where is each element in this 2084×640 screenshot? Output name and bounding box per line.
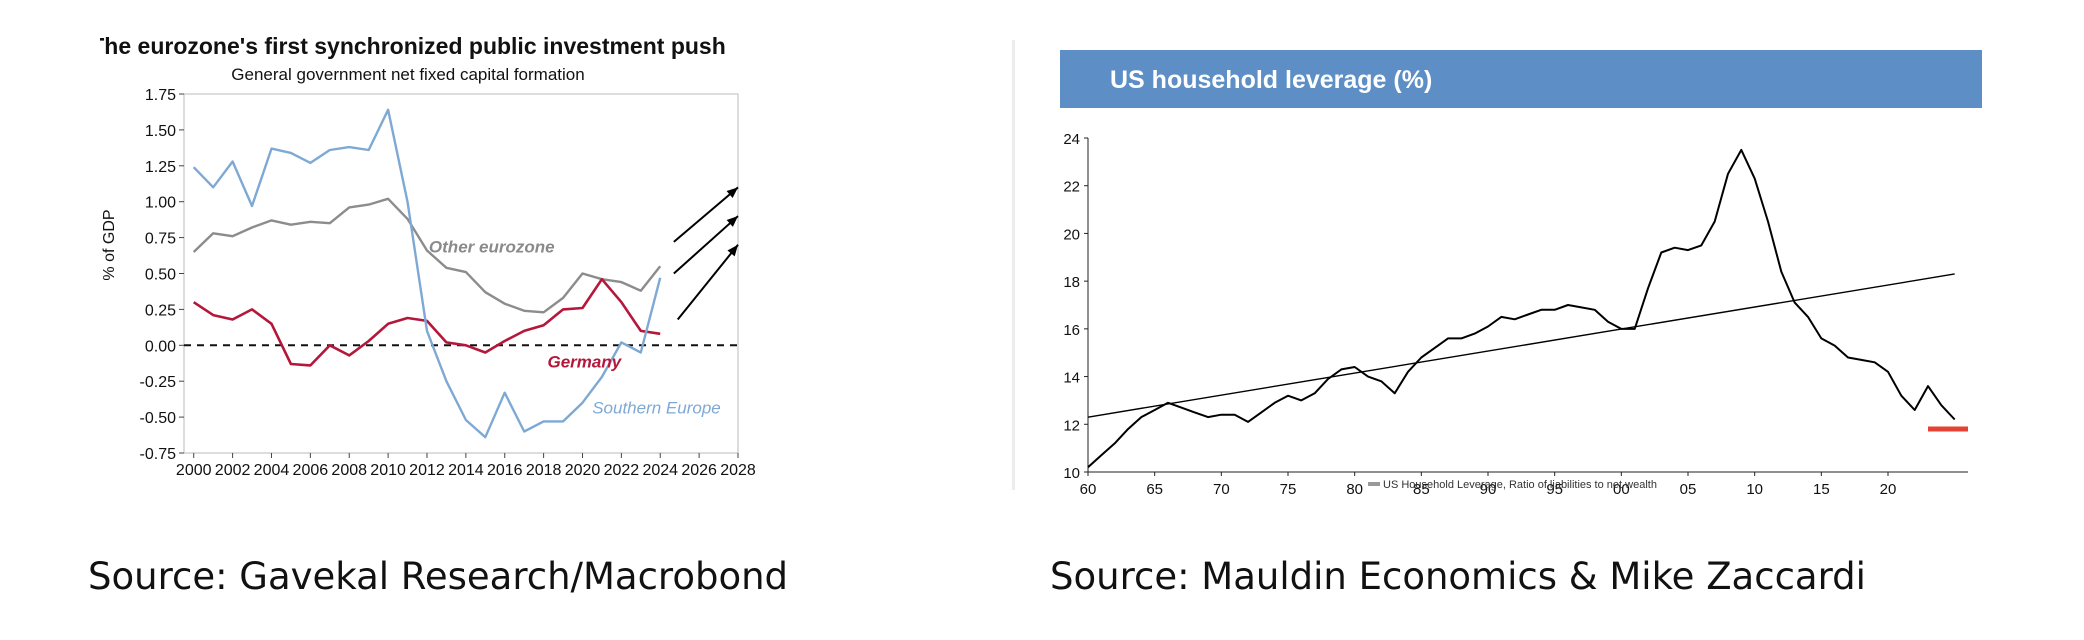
y-tick-label: 0.25	[145, 302, 176, 319]
x-tick-label: 2014	[448, 462, 484, 479]
x-tick-label: 2022	[604, 462, 640, 479]
us-leverage-chart: US household leverage (%) 24 22 20 18 16 14 12…	[1050, 30, 2010, 510]
source-right: Source: Mauldin Economics & Mike Zaccard…	[1050, 555, 1866, 598]
source-left: Source: Gavekal Research/Macrobond	[88, 555, 789, 598]
eurozone-chart-svg: The eurozone's first synchronized public…	[90, 33, 756, 479]
legend: US Household Leverage, Ratio of liabilit…	[1368, 479, 1657, 491]
projection-arrow-shaft	[673, 215, 739, 275]
series-line-germany	[192, 277, 661, 367]
y-tick-label: 0.50	[145, 267, 176, 284]
annotation-germany: Germany	[548, 353, 623, 372]
projection-arrow-shaft	[676, 244, 739, 321]
x-tick-label: 95	[1546, 481, 1563, 498]
x-tick-label: 15	[1813, 481, 1830, 498]
chart-header-bar	[1060, 50, 1982, 108]
x-tick-label: 2000	[176, 462, 212, 479]
y-tick-label: 1.75	[145, 87, 176, 104]
trend-line	[1087, 273, 1955, 418]
x-tick-label: 2026	[681, 462, 717, 479]
y-tick-label: 22	[1063, 179, 1080, 196]
eurozone-investment-chart: The eurozone's first synchronized public…	[90, 30, 1020, 510]
y-tick-label: -0.25	[140, 374, 177, 391]
x-tick-label: 00	[1613, 481, 1630, 498]
x-tick-label: 2010	[370, 462, 406, 479]
projection-arrow-head	[726, 216, 738, 227]
y-axis-label: % of GDP	[101, 209, 118, 280]
x-tick-label: 70	[1213, 481, 1230, 498]
projection-arrow-head	[727, 244, 738, 257]
x-tick-label: 85	[1413, 481, 1430, 498]
us-leverage-chart-svg: US household leverage (%) 24 22 20 18 16 14 12…	[1060, 50, 1982, 498]
x-tick-label: 2028	[720, 462, 756, 479]
x-tick-label: 65	[1146, 481, 1163, 498]
y-tick-label: 14	[1063, 370, 1080, 387]
x-tick-label: 90	[1480, 481, 1497, 498]
y-tick-label: 0.00	[145, 338, 176, 355]
eurozone-plot-area: 1.75 1.50 1.25 1.00 0.75 0.50 0.25 0.00 -0.25 -0.…	[140, 87, 756, 479]
series-line-other-eurozone	[192, 197, 662, 314]
y-tick-label: 10	[1063, 465, 1080, 482]
panel-divider	[1012, 40, 1015, 490]
x-tick-label: 2012	[409, 462, 445, 479]
y-tick-label: 24	[1063, 131, 1080, 148]
series-line-southern-europe	[192, 108, 662, 439]
y-tick-label: 12	[1063, 417, 1080, 434]
legend-label: US Household Leverage, Ratio of liabilit…	[1383, 479, 1657, 491]
x-tick-label: 80	[1346, 481, 1363, 498]
x-tick-label: 2020	[565, 462, 601, 479]
annotation-other-eurozone: Other eurozone	[429, 238, 555, 257]
x-tick-label: 75	[1280, 481, 1297, 498]
annotation-southern-europe: Southern Europe	[592, 398, 721, 417]
x-tick-label: 2008	[331, 462, 367, 479]
y-tick-label: 1.50	[145, 123, 176, 140]
projection-arrow-shaft	[673, 186, 739, 243]
x-tick-label: 60	[1080, 481, 1097, 498]
series-line-household-leverage	[1087, 148, 1956, 468]
x-tick-label: 2016	[487, 462, 523, 479]
legend-swatch	[1368, 482, 1380, 486]
y-tick-label: -0.50	[140, 410, 177, 427]
y-tick-label: 18	[1063, 274, 1080, 291]
x-tick-label: 2002	[215, 462, 251, 479]
chart-title: The eurozone's first synchronized public…	[100, 33, 726, 59]
y-tick-label: -0.75	[140, 446, 177, 463]
x-tick-label: 05	[1680, 481, 1697, 498]
y-tick-label: 0.75	[145, 231, 176, 248]
chart-title: US household leverage (%)	[1110, 66, 1432, 94]
x-tick-label: 10	[1746, 481, 1763, 498]
x-tick-label: 2006	[293, 462, 329, 479]
y-tick-label: 20	[1063, 226, 1080, 243]
x-tick-label: 2004	[254, 462, 290, 479]
x-tick-label: 20	[1880, 481, 1897, 498]
projection-arrow-head	[726, 187, 738, 199]
x-tick-label: 2018	[526, 462, 562, 479]
y-tick-label: 1.00	[145, 195, 176, 212]
chart-subtitle: General government net fixed capital for…	[231, 65, 584, 84]
x-tick-label: 2024	[642, 462, 678, 479]
y-tick-label: 1.25	[145, 159, 176, 176]
y-tick-label: 16	[1063, 322, 1080, 339]
